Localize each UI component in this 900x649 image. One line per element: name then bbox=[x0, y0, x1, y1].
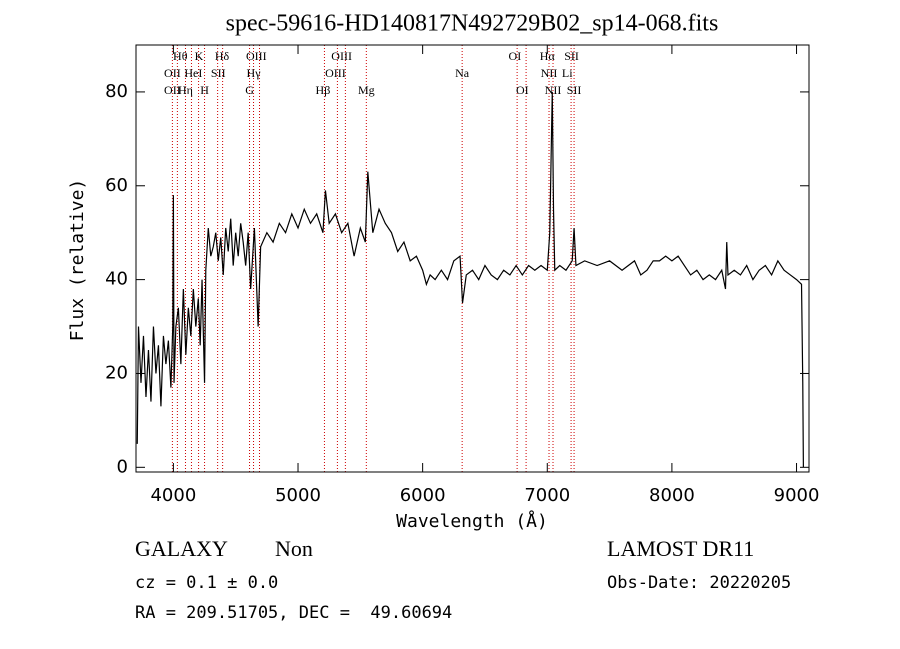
line-label: H bbox=[200, 83, 209, 97]
date-label: Obs-Date: 20220205 bbox=[607, 573, 791, 593]
line-label: SII bbox=[564, 49, 579, 63]
line-label: Hγ bbox=[247, 66, 262, 80]
line-label: OI bbox=[516, 83, 529, 97]
line-label: OII bbox=[164, 66, 181, 80]
line-label: OIII bbox=[331, 49, 352, 63]
chart-title: spec-59616-HD140817N492729B02_sp14-068.f… bbox=[226, 11, 719, 37]
line-label: HeI bbox=[184, 66, 202, 80]
y-axis-label: Flux (relative) bbox=[67, 179, 88, 342]
line-label: OI bbox=[509, 49, 522, 63]
line-label: K bbox=[195, 49, 204, 63]
line-label: Hη bbox=[178, 83, 193, 97]
survey-label: LAMOST DR11 bbox=[607, 536, 754, 561]
x-tick-label: 6000 bbox=[400, 485, 446, 506]
line-label: NII bbox=[545, 83, 562, 97]
class-label: GALAXY bbox=[135, 536, 228, 561]
line-label: Hβ bbox=[316, 83, 331, 97]
plot-frame bbox=[135, 44, 810, 473]
x-tick-label: 9000 bbox=[774, 485, 820, 506]
x-tick-label: 8000 bbox=[649, 485, 695, 506]
spectrum-line bbox=[136, 91, 804, 468]
subclass-label: Non bbox=[275, 536, 313, 561]
line-label: Hδ bbox=[215, 49, 230, 63]
cz-label: cz = 0.1 ± 0.0 bbox=[135, 573, 278, 593]
line-label: SII bbox=[567, 83, 582, 97]
y-tick-label: 20 bbox=[105, 362, 128, 383]
x-tick-label: 4000 bbox=[150, 485, 196, 506]
line-label: OIII bbox=[325, 66, 346, 80]
line-label: Li bbox=[562, 66, 573, 80]
y-tick-label: 60 bbox=[105, 175, 128, 196]
line-label: Mg bbox=[358, 83, 375, 97]
coords-label: RA = 209.51705, DEC = 49.60694 bbox=[135, 603, 452, 623]
y-tick-label: 40 bbox=[105, 269, 128, 290]
line-label: Hα bbox=[540, 49, 556, 63]
line-label: G bbox=[245, 83, 254, 97]
x-tick-label: 5000 bbox=[275, 485, 321, 506]
x-tick-label: 7000 bbox=[524, 485, 570, 506]
line-label: Na bbox=[455, 66, 470, 80]
line-label: SII bbox=[211, 66, 226, 80]
y-tick-label: 80 bbox=[105, 81, 128, 102]
line-label: OII bbox=[164, 83, 181, 97]
y-tick-label: 0 bbox=[117, 456, 128, 477]
line-label: OIII bbox=[246, 49, 267, 63]
line-label: Hθ bbox=[173, 49, 188, 63]
line-label: NII bbox=[541, 66, 558, 80]
x-axis-label: Wavelength (Å) bbox=[396, 510, 548, 532]
